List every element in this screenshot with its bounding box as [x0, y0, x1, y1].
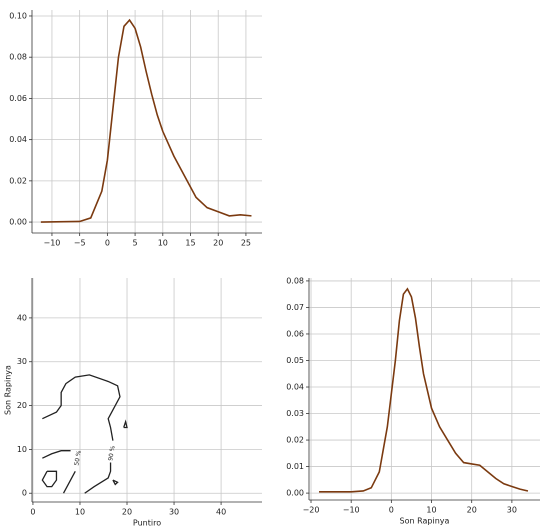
contour-line	[62, 471, 76, 494]
y-tick-label: 0.06	[286, 329, 304, 338]
x-tick-label: 10	[75, 508, 85, 517]
contour-line	[41, 470, 58, 488]
y-tick-label: 0.04	[286, 383, 304, 392]
x-tick-label: 10	[158, 239, 168, 248]
x-tick-label: 10	[426, 506, 436, 515]
y-tick-label: 0.06	[9, 94, 27, 103]
y-tick-label: 0.02	[286, 436, 304, 445]
y-tick-label: 20	[17, 401, 27, 410]
y-tick-label: 0.02	[9, 176, 27, 185]
y-tick-label: 30	[17, 357, 27, 366]
x-tick-label: 0	[105, 239, 110, 248]
x-tick-label: −10	[44, 239, 61, 248]
line	[40, 18, 252, 223]
y-tick-label: 0.05	[286, 356, 304, 365]
contour-label: 50 %	[73, 450, 83, 467]
x-tick-label: 5	[133, 239, 138, 248]
y-tick-label: 0.04	[9, 135, 27, 144]
y-tick-label: 0.03	[286, 409, 304, 418]
x-tick-label: 30	[169, 508, 179, 517]
x-tick-label: 15	[185, 239, 195, 248]
x-tick-label: −5	[74, 239, 86, 248]
y-tick-label: 0	[22, 489, 27, 498]
y-tick-label: 0.08	[9, 53, 27, 62]
x-axis-label: Son Rapinya	[400, 517, 450, 526]
y-tick-label: 0.10	[9, 11, 27, 20]
contour-line	[42, 374, 121, 441]
y-tick-label: 0.00	[9, 218, 27, 227]
contour-line	[42, 450, 71, 459]
y-tick-label: 10	[17, 445, 27, 454]
y-tick-label: 0.08	[286, 276, 304, 285]
line	[319, 287, 529, 493]
x-tick-label: 0	[389, 506, 394, 515]
x-tick-label: −10	[343, 506, 360, 515]
x-tick-label: 25	[241, 239, 251, 248]
x-tick-label: 20	[213, 239, 223, 248]
y-tick-label: 0.00	[286, 489, 304, 498]
y-tick-label: 0.07	[286, 303, 304, 312]
y-tick-label: 40	[17, 313, 27, 322]
x-tick-label: 40	[216, 508, 226, 517]
y-axis-label: Son Rapinya	[4, 365, 13, 415]
x-tick-label: 20	[467, 506, 477, 515]
x-tick-label: −20	[303, 506, 320, 515]
contour-line	[123, 419, 128, 429]
contour-label: 90 %	[107, 445, 117, 462]
x-tick-label: 30	[507, 506, 517, 515]
x-tick-label: 0	[30, 508, 35, 517]
contour-line	[84, 462, 112, 494]
x-axis-label: Puntiro	[133, 519, 161, 528]
x-tick-label: 20	[122, 508, 132, 517]
y-tick-label: 0.01	[286, 462, 304, 471]
contour-line	[112, 479, 119, 486]
